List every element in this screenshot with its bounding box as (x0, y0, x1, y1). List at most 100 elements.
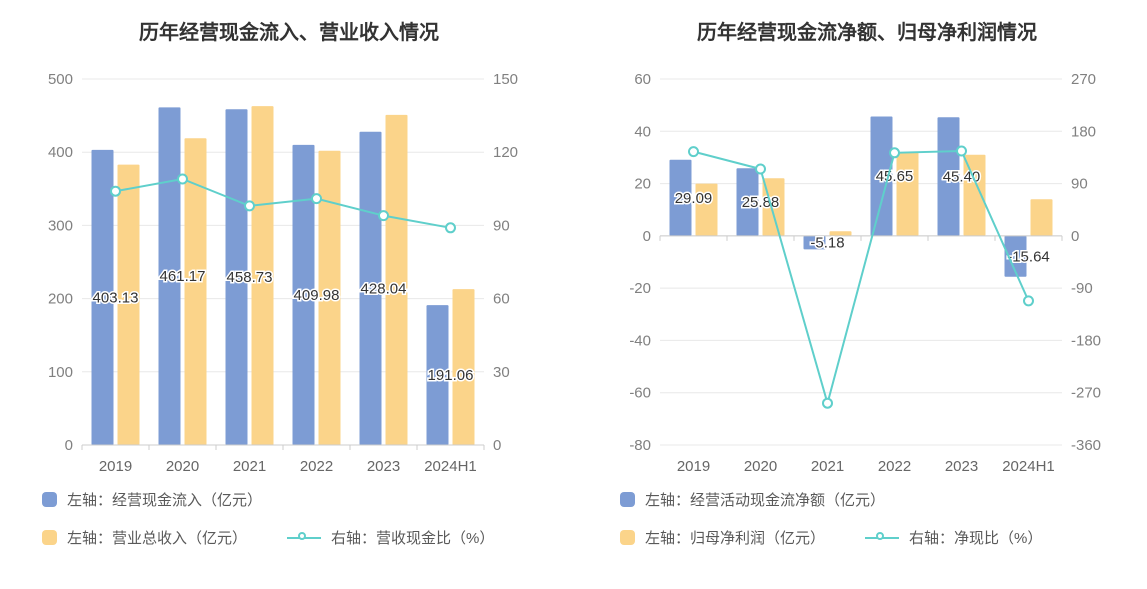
bar (225, 109, 248, 445)
right-axis-tick-label: 0 (1071, 228, 1079, 245)
right-axis-tick-label: 0 (493, 437, 501, 454)
line-marker-icon (244, 200, 255, 212)
line-marker-icon (688, 146, 699, 158)
line-marker-icon (956, 145, 967, 157)
bar-value-label: 458.73 (227, 269, 273, 286)
legend-label: 左轴：营业总收入（亿元） (67, 530, 248, 547)
bar-value-label: 25.88 (742, 194, 780, 211)
bar-value-label: 29.09 (675, 190, 713, 207)
net-cashflow-profit-chart-panel: 历年经营现金流净额、归母净利润情况 -80 -60 -40 -20 0 20 40 60 -36… (592, 6, 1142, 565)
legend-label: 左轴：归母净利润（亿元） (645, 530, 826, 547)
legend-label: 右轴：净现比（%） (909, 530, 1043, 547)
category-label: 2020 (744, 458, 777, 475)
left-axis-tick-label: 200 (48, 291, 73, 308)
bar (695, 183, 718, 236)
right-axis-tick-label: -90 (1071, 280, 1093, 297)
bar (91, 149, 114, 445)
bar (117, 164, 140, 445)
legend-item-bar-series: 左轴：归母净利润（亿元） (620, 527, 825, 548)
bar (963, 154, 986, 236)
category-label: 2021 (811, 458, 844, 475)
line-marker-icon (1023, 295, 1034, 307)
right-axis-tick-label: 150 (493, 71, 518, 88)
bar (426, 305, 449, 445)
legend-line-marker-icon (865, 531, 900, 545)
bar-value-label: 403.13 (93, 290, 139, 307)
line-marker-icon (822, 397, 833, 409)
bar (1004, 235, 1027, 277)
left-axis-tick-label: 500 (48, 71, 73, 88)
bar (829, 231, 852, 236)
chart-title: 历年经营现金流净额、归母净利润情况 (697, 22, 1037, 44)
legend-label: 左轴：经营活动现金流净额（亿元） (645, 492, 886, 509)
chart-legend: 左轴：经营活动现金流净额（亿元） 左轴：归母净利润（亿元） 右轴：净现比（%） (592, 489, 1142, 548)
left-axis-tick-label: -40 (629, 332, 651, 349)
right-axis-tick-label: 90 (1071, 176, 1088, 193)
category-label: 2019 (99, 458, 132, 475)
category-label: 2024H1 (424, 458, 477, 475)
right-axis-tick-label: 120 (493, 144, 518, 161)
bar (896, 152, 919, 236)
bar-value-label: -5.18 (810, 235, 844, 252)
bar (870, 116, 893, 236)
left-axis-tick-label: 400 (48, 144, 73, 161)
right-axis-tick-label: 270 (1071, 71, 1096, 88)
right-axis-tick-label: 90 (493, 217, 510, 234)
legend-item-bar-series: 左轴：经营现金流入（亿元） (42, 489, 262, 510)
category-label: 2023 (945, 458, 978, 475)
right-axis-tick-label: 180 (1071, 123, 1096, 140)
bar-value-label: 461.17 (160, 268, 206, 285)
chart-legend: 左轴：经营现金流入（亿元） 左轴：营业总收入（亿元） 右轴：营收现金比（%） (14, 489, 564, 548)
left-axis-tick-label: 20 (634, 176, 651, 193)
category-label: 2020 (166, 458, 199, 475)
legend-swatch-icon (620, 530, 635, 545)
bar (803, 235, 826, 250)
legend-row: 左轴：营业总收入（亿元） 右轴：营收现金比（%） (42, 527, 564, 548)
legend-label: 左轴：经营现金流入（亿元） (67, 492, 263, 509)
legend-swatch-icon (42, 492, 57, 507)
bar (184, 138, 207, 446)
line-marker-icon (378, 210, 389, 222)
legend-swatch-icon (620, 492, 635, 507)
bar (1030, 199, 1053, 236)
right-axis-tick-label: -360 (1071, 437, 1101, 454)
bar (937, 117, 960, 236)
left-axis-tick-label: 40 (634, 123, 651, 140)
chart-plot-area: -80 -60 -40 -20 0 20 40 60 -360 -270 -180 -90 0 90 180… (629, 71, 1101, 475)
legend-line-marker-icon (287, 531, 322, 545)
left-axis-tick-label: 0 (643, 228, 651, 245)
bar-value-label: 191.06 (428, 367, 474, 384)
bar (452, 289, 475, 445)
bar (318, 150, 341, 445)
ratio-line (693, 149, 1030, 407)
cash-inflow-revenue-chart-panel: 历年经营现金流入、营业收入情况 0 100 200 300 400 500 0 30 60 90 1… (14, 6, 564, 565)
bar-value-label: 45.65 (876, 168, 914, 185)
bar (736, 168, 759, 236)
left-axis-tick-label: 100 (48, 364, 73, 381)
right-axis-tick-label: -180 (1071, 332, 1101, 349)
bar (251, 106, 274, 445)
ratio-line (115, 177, 451, 229)
right-axis-tick-label: -270 (1071, 385, 1101, 402)
bar-value-label: 45.40 (943, 169, 981, 186)
category-label: 2022 (878, 458, 911, 475)
left-axis-tick-label: -80 (629, 437, 651, 454)
right-axis-tick-label: 60 (493, 291, 510, 308)
bar (158, 107, 181, 446)
financial-charts-figure: 历年经营现金流入、营业收入情况 0 100 200 300 400 500 0 30 60 90 1… (14, 6, 1142, 565)
left-axis-tick-label: 0 (65, 437, 73, 454)
chart-title: 历年经营现金流入、营业收入情况 (139, 22, 439, 44)
left-axis-tick-label: 60 (634, 71, 651, 88)
bar-value-label: 409.98 (294, 287, 340, 304)
bar (669, 159, 692, 236)
right-axis-tick-label: 30 (493, 364, 510, 381)
bar-value-label: -15.64 (1007, 248, 1050, 265)
left-axis-tick-label: -60 (629, 385, 651, 402)
line-marker-icon (889, 147, 900, 159)
legend-swatch-icon (42, 530, 57, 545)
line-marker-icon (311, 193, 322, 205)
bar-value-label: 428.04 (361, 280, 407, 297)
line-marker-icon (755, 163, 766, 175)
legend-label: 右轴：营收现金比（%） (331, 530, 495, 547)
category-label: 2024H1 (1002, 458, 1055, 475)
